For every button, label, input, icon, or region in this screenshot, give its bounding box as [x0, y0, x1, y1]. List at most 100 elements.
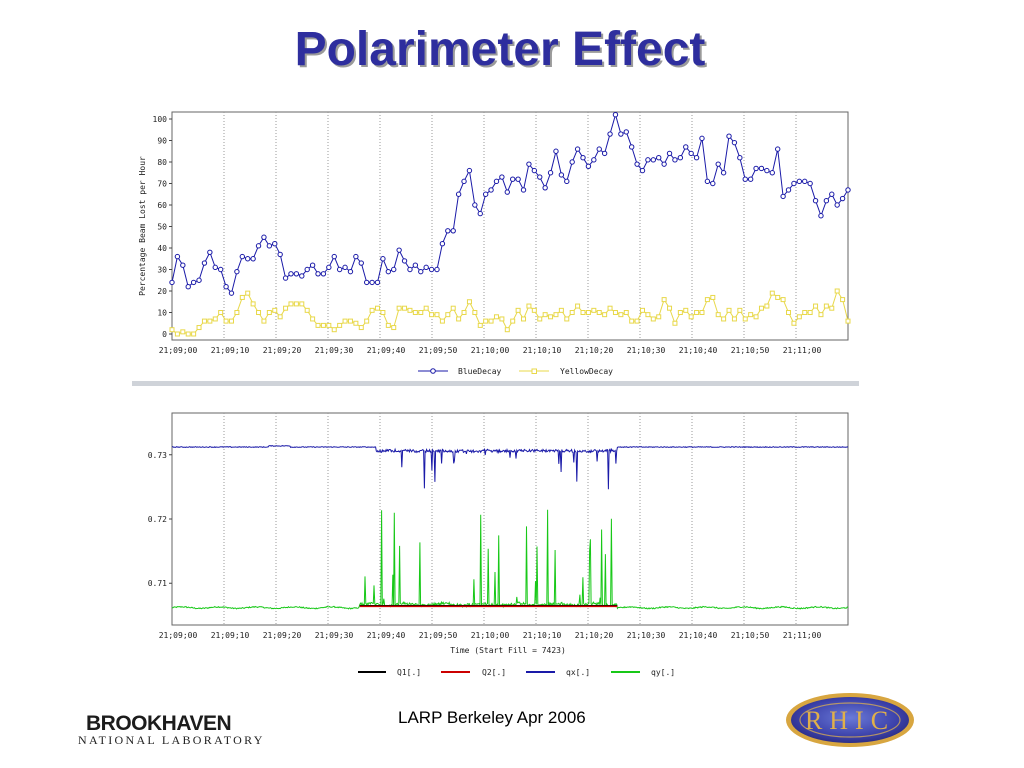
point-YellowDecay	[315, 322, 321, 328]
point-BlueDecay	[510, 176, 516, 182]
point-BlueDecay	[466, 167, 473, 174]
point-BlueDecay	[363, 279, 370, 286]
point-YellowDecay	[823, 303, 829, 309]
point-BlueDecay	[288, 271, 294, 277]
point-YellowDecay	[418, 310, 424, 315]
point-YellowDecay	[299, 301, 305, 307]
point-YellowDecay	[212, 316, 218, 322]
point-BlueDecay	[369, 279, 375, 286]
point-YellowDecay	[402, 305, 408, 311]
point-BlueDecay	[336, 266, 343, 273]
x-tick-label: 21;10;20	[575, 631, 614, 640]
point-YellowDecay	[521, 316, 527, 322]
point-YellowDecay	[764, 303, 770, 309]
point-BlueDecay	[807, 180, 813, 187]
point-BlueDecay	[791, 180, 797, 187]
point-YellowDecay	[585, 310, 591, 315]
point-BlueDecay	[656, 155, 662, 161]
point-YellowDecay	[504, 327, 510, 333]
y-tick-label: 0	[162, 330, 167, 339]
point-YellowDecay	[548, 314, 554, 320]
point-BlueDecay	[802, 178, 808, 185]
point-YellowDecay	[726, 307, 732, 313]
legend: Q1[.] Q2[.] qx[.] qy[.]	[358, 668, 675, 677]
point-YellowDecay	[472, 310, 478, 315]
point-BlueDecay	[299, 273, 305, 279]
point-BlueDecay	[742, 176, 748, 182]
point-YellowDecay	[342, 318, 348, 324]
point-YellowDecay	[412, 310, 418, 315]
y-tick-label: 100	[153, 115, 168, 124]
point-YellowDecay	[558, 307, 564, 313]
point-BlueDecay	[380, 256, 386, 262]
point-YellowDecay	[683, 307, 689, 313]
x-tick-label: 21;09;00	[159, 346, 198, 355]
point-YellowDecay	[277, 314, 283, 320]
point-BlueDecay	[829, 191, 835, 197]
point-BlueDecay	[699, 135, 705, 142]
legend: BlueDecay YellowDecay	[418, 367, 613, 376]
point-BlueDecay	[326, 264, 332, 271]
point-YellowDecay	[537, 316, 543, 322]
point-BlueDecay	[591, 157, 597, 163]
point-YellowDecay	[596, 310, 602, 315]
point-YellowDecay	[261, 318, 267, 324]
x-tick-label: 21;11;00	[783, 346, 822, 355]
x-tick-label: 21;09;30	[315, 631, 354, 640]
point-BlueDecay	[731, 139, 738, 146]
legend-label-qx: qx[.]	[566, 668, 590, 677]
point-YellowDecay	[737, 307, 743, 313]
point-YellowDecay	[612, 310, 618, 315]
point-YellowDecay	[445, 312, 451, 318]
point-YellowDecay	[526, 303, 532, 309]
point-BlueDecay	[455, 191, 462, 197]
y-axis-ticks: 0.71 0.72 0.73	[148, 451, 172, 588]
point-BlueDecay	[385, 268, 392, 275]
brookhaven-logo: BROOKHAVEN NATIONAL LABORATORY	[78, 712, 268, 752]
series-BlueDecay	[169, 112, 851, 296]
point-BlueDecay	[499, 174, 505, 180]
point-BlueDecay	[764, 167, 770, 174]
x-tick-label: 21;09;30	[315, 346, 354, 355]
y-tick-label: 0.71	[148, 579, 167, 588]
point-BlueDecay	[266, 243, 273, 249]
point-YellowDecay	[347, 318, 353, 324]
point-YellowDecay	[266, 310, 272, 315]
point-BlueDecay	[661, 161, 667, 167]
point-YellowDecay	[434, 312, 440, 318]
point-BlueDecay	[180, 262, 186, 268]
point-BlueDecay	[634, 161, 640, 167]
point-BlueDecay	[704, 178, 711, 185]
point-YellowDecay	[429, 312, 435, 318]
point-BlueDecay	[245, 256, 251, 262]
y-tick-label: 30	[157, 266, 167, 275]
point-BlueDecay	[472, 202, 478, 208]
point-YellowDecay	[710, 294, 716, 300]
point-YellowDecay	[607, 305, 613, 311]
point-YellowDecay	[385, 322, 391, 328]
point-YellowDecay	[791, 320, 797, 326]
point-BlueDecay	[342, 264, 348, 271]
point-YellowDecay	[704, 297, 710, 303]
point-BlueDecay	[212, 264, 218, 271]
point-YellowDecay	[531, 307, 537, 313]
point-BlueDecay	[780, 193, 786, 200]
point-BlueDecay	[439, 241, 446, 247]
point-BlueDecay	[623, 129, 629, 135]
point-BlueDecay	[845, 187, 851, 193]
point-BlueDecay	[331, 253, 337, 260]
point-BlueDecay	[488, 187, 494, 193]
x-tick-label: 21;10;50	[731, 346, 770, 355]
point-YellowDecay	[364, 318, 370, 324]
point-BlueDecay	[190, 279, 197, 286]
x-tick-label: 21;09;40	[367, 346, 406, 355]
point-YellowDecay	[320, 322, 326, 328]
legend-label-blue: BlueDecay	[458, 367, 502, 376]
point-YellowDecay	[515, 307, 521, 313]
point-YellowDecay	[510, 318, 516, 324]
point-YellowDecay	[742, 316, 748, 322]
point-YellowDecay	[250, 301, 256, 307]
point-YellowDecay	[748, 312, 754, 318]
